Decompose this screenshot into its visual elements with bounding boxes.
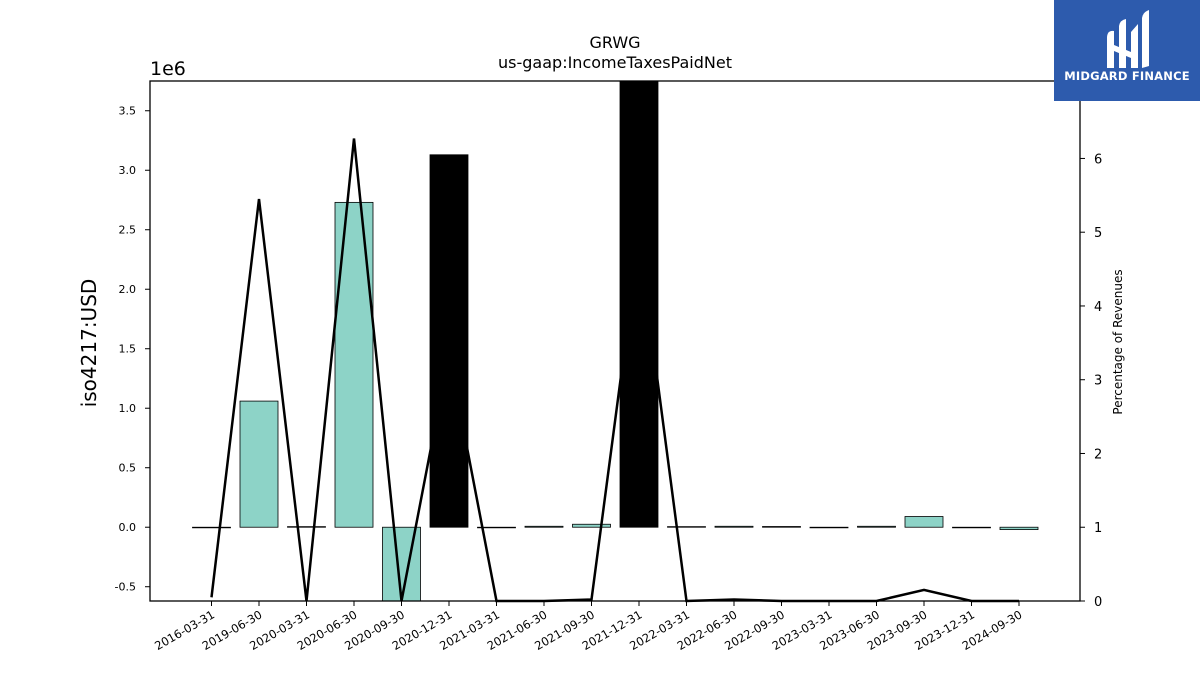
midgard-finance-logo: MIDGARD FINANCE — [1054, 0, 1200, 101]
bar — [477, 526, 516, 529]
bar — [762, 526, 801, 528]
bar — [192, 526, 231, 529]
y-tick-label: 1.0 — [119, 402, 137, 415]
bar — [667, 526, 706, 528]
y2-tick-label: 6 — [1094, 152, 1102, 167]
y2-tick-label: 2 — [1094, 447, 1102, 462]
y-tick-label: 3.0 — [119, 164, 137, 177]
y-tick-label: 2.5 — [119, 224, 137, 237]
y2-tick-label: 5 — [1094, 226, 1102, 241]
y-tick-label: 0.0 — [119, 521, 137, 534]
y-axis-label: iso4217:USD — [77, 279, 101, 408]
bar — [429, 154, 469, 528]
y-tick-label: 1.5 — [119, 343, 137, 356]
y2-axis-label: Percentage of Revenues — [1111, 269, 1125, 414]
bar — [334, 201, 374, 528]
y2-tick-label: 4 — [1094, 300, 1102, 315]
bar — [714, 525, 754, 528]
bar — [952, 526, 991, 529]
revenue-percentage-line — [210, 138, 1019, 603]
y2-tick-label: 3 — [1094, 374, 1102, 389]
y2-tick-label: 1 — [1094, 521, 1102, 536]
bar — [524, 525, 564, 528]
chart-subtitle: us-gaap:IncomeTaxesPaidNet — [498, 53, 732, 72]
y-offset-label: 1e6 — [150, 58, 186, 80]
chart-title: GRWG — [589, 33, 640, 52]
plot-frame — [149, 80, 1081, 602]
bar — [572, 523, 611, 528]
bar — [904, 516, 944, 528]
bar — [619, 80, 659, 528]
plot-area: -0.50.00.51.01.52.02.53.03.501234562016-… — [115, 80, 1102, 653]
y-tick-label: 3.5 — [119, 105, 137, 118]
y-tick-label: 2.0 — [119, 283, 137, 296]
y-tick-label: 0.5 — [119, 462, 137, 475]
bar — [239, 400, 279, 528]
bar — [287, 526, 326, 528]
y2-tick-label: 0 — [1094, 595, 1102, 610]
bar — [999, 526, 1039, 531]
logo-text: MIDGARD FINANCE — [1064, 69, 1190, 83]
y-tick-label: -0.5 — [115, 581, 136, 594]
bar — [809, 526, 849, 529]
bar — [857, 525, 896, 528]
logo-mark-icon — [1107, 10, 1149, 68]
